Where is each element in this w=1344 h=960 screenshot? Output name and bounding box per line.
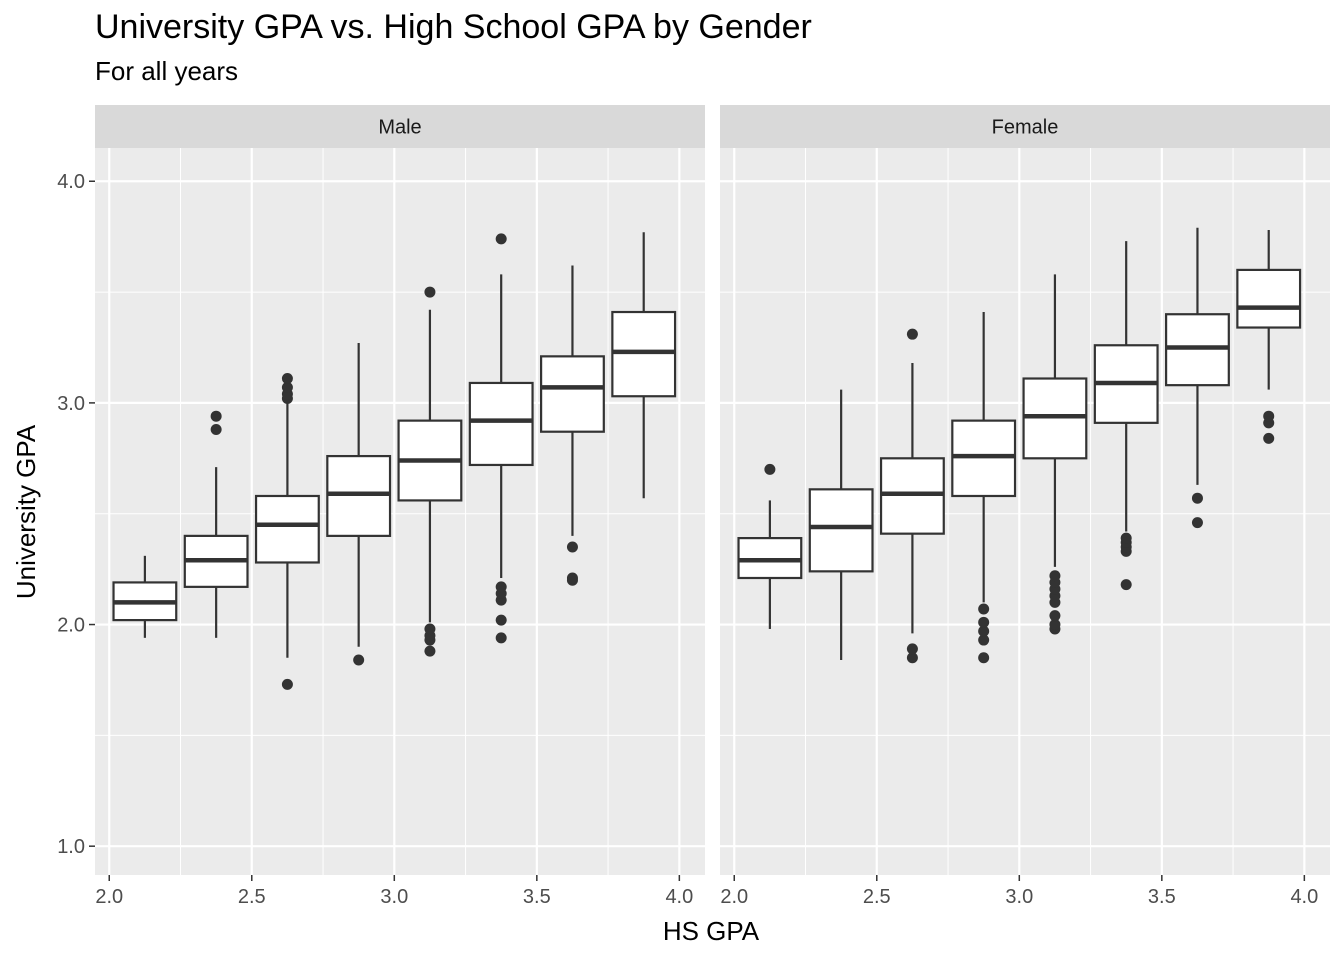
panel-male: Male 2.0 2.5 3.0 3.5 4.0 [95,105,705,908]
outlier-point [281,373,293,385]
outlier-point [978,634,990,646]
boxplot [1093,241,1159,591]
outlier-point [1120,532,1132,544]
chart-title: University GPA vs. High School GPA by Ge… [95,8,812,46]
panel-background [95,148,705,875]
boxplot [951,312,1017,664]
boxplot [397,286,463,657]
boxplot [1022,274,1088,635]
boxplot [1164,227,1230,529]
box-iqr [1236,268,1302,329]
outlier-point [1191,517,1203,529]
outlier-point [566,572,578,584]
outlier-point [495,632,507,644]
x-tick-label: 2.0 [95,886,123,908]
boxplot [183,410,249,638]
outlier-point [1263,410,1275,422]
outlier-point [281,381,293,393]
x-tick-label: 3.5 [523,886,551,908]
outlier-point [210,423,222,435]
outlier-point [424,286,436,298]
outlier-point [1120,579,1132,591]
x-tick-label: 4.0 [665,886,693,908]
outlier-point [281,678,293,690]
y-tick-label: 4.0 [57,171,85,193]
outlier-point [1191,492,1203,504]
y-axis: 1.0 2.0 3.0 4.0 [57,171,95,858]
facet-strip [720,105,1330,148]
box-iqr [254,494,320,564]
outlier-point [495,581,507,593]
outlier-point [353,654,365,666]
x-tick-label: 2.0 [720,886,748,908]
outlier-point [1049,619,1061,631]
x-tick-label: 2.5 [238,886,266,908]
facet-strip [95,105,705,148]
y-tick-label: 3.0 [57,393,85,415]
y-axis-title: University GPA [11,424,41,599]
outlier-point [424,623,436,635]
outlier-point [1049,570,1061,582]
facet-strip-label: Male [378,117,421,139]
outlier-point [424,645,436,657]
outlier-point [906,643,918,655]
y-tick-label: 1.0 [57,836,85,858]
box-iqr [468,381,534,467]
chart-subtitle: For all years [95,56,239,86]
x-tick-label: 2.5 [863,886,891,908]
outlier-point [978,603,990,615]
box-iqr [539,355,605,433]
boxplot [326,343,392,666]
outlier-point [978,652,990,664]
x-tick-label: 3.5 [1148,886,1176,908]
boxplot [539,265,605,586]
boxplot [254,373,320,690]
outlier-point [1263,432,1275,444]
x-tick-label: 4.0 [1290,886,1318,908]
outlier-point [906,652,918,664]
boxplot [611,232,677,499]
boxplot [1236,230,1302,444]
x-axis-title: HS GPA [663,916,760,946]
facet-strip-label: Female [992,117,1059,139]
box-iqr [808,488,874,573]
outlier-point [1049,610,1061,622]
boxplot [808,389,874,661]
outlier-point [978,625,990,637]
boxplot [468,233,534,644]
panel-female: Female 2.0 2.5 3.0 3.5 4.0 [720,105,1330,908]
outlier-point [495,233,507,245]
outlier-point [566,541,578,553]
x-tick-label: 3.0 [380,886,408,908]
y-tick-label: 2.0 [57,615,85,637]
boxplot [112,555,178,638]
boxplot [737,463,803,629]
outlier-point [495,614,507,626]
outlier-point [210,410,222,422]
outlier-point [764,463,776,475]
outlier-point [978,616,990,628]
x-tick-label: 3.0 [1005,886,1033,908]
boxplot [879,328,945,664]
outlier-point [906,328,918,340]
